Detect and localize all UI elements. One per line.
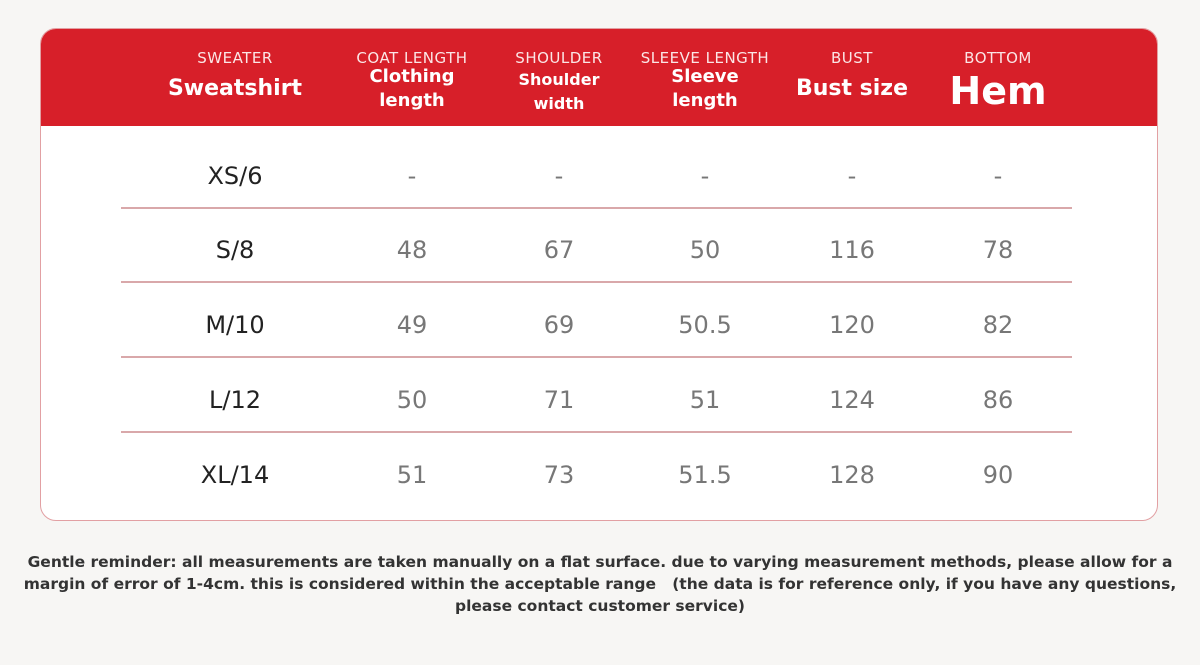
header-label: BUST xyxy=(831,49,873,67)
header-title: Bust size xyxy=(795,76,909,101)
header-title: Sweatshirt xyxy=(167,76,303,101)
measurement: 49 xyxy=(396,311,428,339)
header-cell: COAT LENGTH Clothing length xyxy=(337,29,487,126)
measurement: 67 xyxy=(543,236,575,264)
measurement: - xyxy=(407,162,417,190)
row-divider xyxy=(121,207,1072,209)
header-label: BOTTOM xyxy=(964,49,1032,67)
header-title: Clothing length xyxy=(369,66,455,111)
measurement: - xyxy=(700,162,710,190)
header-title: Sleeve length xyxy=(671,66,739,111)
measurement: 82 xyxy=(982,311,1014,339)
size-card: SWEATER Sweatshirt COAT LENGTH Clothing len… xyxy=(40,28,1158,521)
measurement: 124 xyxy=(829,386,875,414)
header-bar: SWEATER Sweatshirt COAT LENGTH Clothing len… xyxy=(41,29,1157,126)
measurement: 120 xyxy=(829,311,875,339)
measurement: 78 xyxy=(982,236,1014,264)
header-cell: SLEEVE LENGTH Sleeve length xyxy=(630,29,780,126)
header-label: COAT LENGTH xyxy=(356,49,468,67)
row-divider xyxy=(121,431,1072,433)
header-cell: SHOULDER Shoulder width xyxy=(484,29,634,126)
header-cell: BUST Bust size xyxy=(777,29,927,126)
header-cell: SWEATER Sweatshirt xyxy=(160,29,310,126)
size-label: S/8 xyxy=(215,236,255,264)
header-label: SWEATER xyxy=(197,49,273,67)
header-title: Hem xyxy=(949,69,1047,113)
measurement: 51 xyxy=(396,461,428,489)
size-label: XL/14 xyxy=(200,461,270,489)
size-label: XS/6 xyxy=(207,162,263,190)
measurement: - xyxy=(847,162,857,190)
size-label: L/12 xyxy=(209,386,261,414)
header-label: SLEEVE LENGTH xyxy=(640,49,770,67)
measurement: - xyxy=(554,162,564,190)
measurement: 69 xyxy=(543,311,575,339)
measurement: 73 xyxy=(543,461,575,489)
measurement: 50 xyxy=(689,236,721,264)
measurement: 50.5 xyxy=(678,311,732,339)
measurement: 116 xyxy=(829,236,875,264)
measurement: 51.5 xyxy=(678,461,732,489)
header-label: SHOULDER xyxy=(515,49,603,67)
measurement: 90 xyxy=(982,461,1014,489)
header-cell: BOTTOM Hem xyxy=(923,29,1073,126)
measurement: - xyxy=(993,162,1003,190)
measurement: 48 xyxy=(396,236,428,264)
size-label: M/10 xyxy=(205,311,265,339)
measurement: 128 xyxy=(829,461,875,489)
measurement: 50 xyxy=(396,386,428,414)
measurement: 51 xyxy=(689,386,721,414)
header-title: Shoulder width xyxy=(518,70,600,113)
reminder-note: Gentle reminder: all measurements are ta… xyxy=(23,553,1182,615)
row-divider xyxy=(121,281,1072,283)
measurement: 71 xyxy=(543,386,575,414)
measurement: 86 xyxy=(982,386,1014,414)
row-divider xyxy=(121,356,1072,358)
